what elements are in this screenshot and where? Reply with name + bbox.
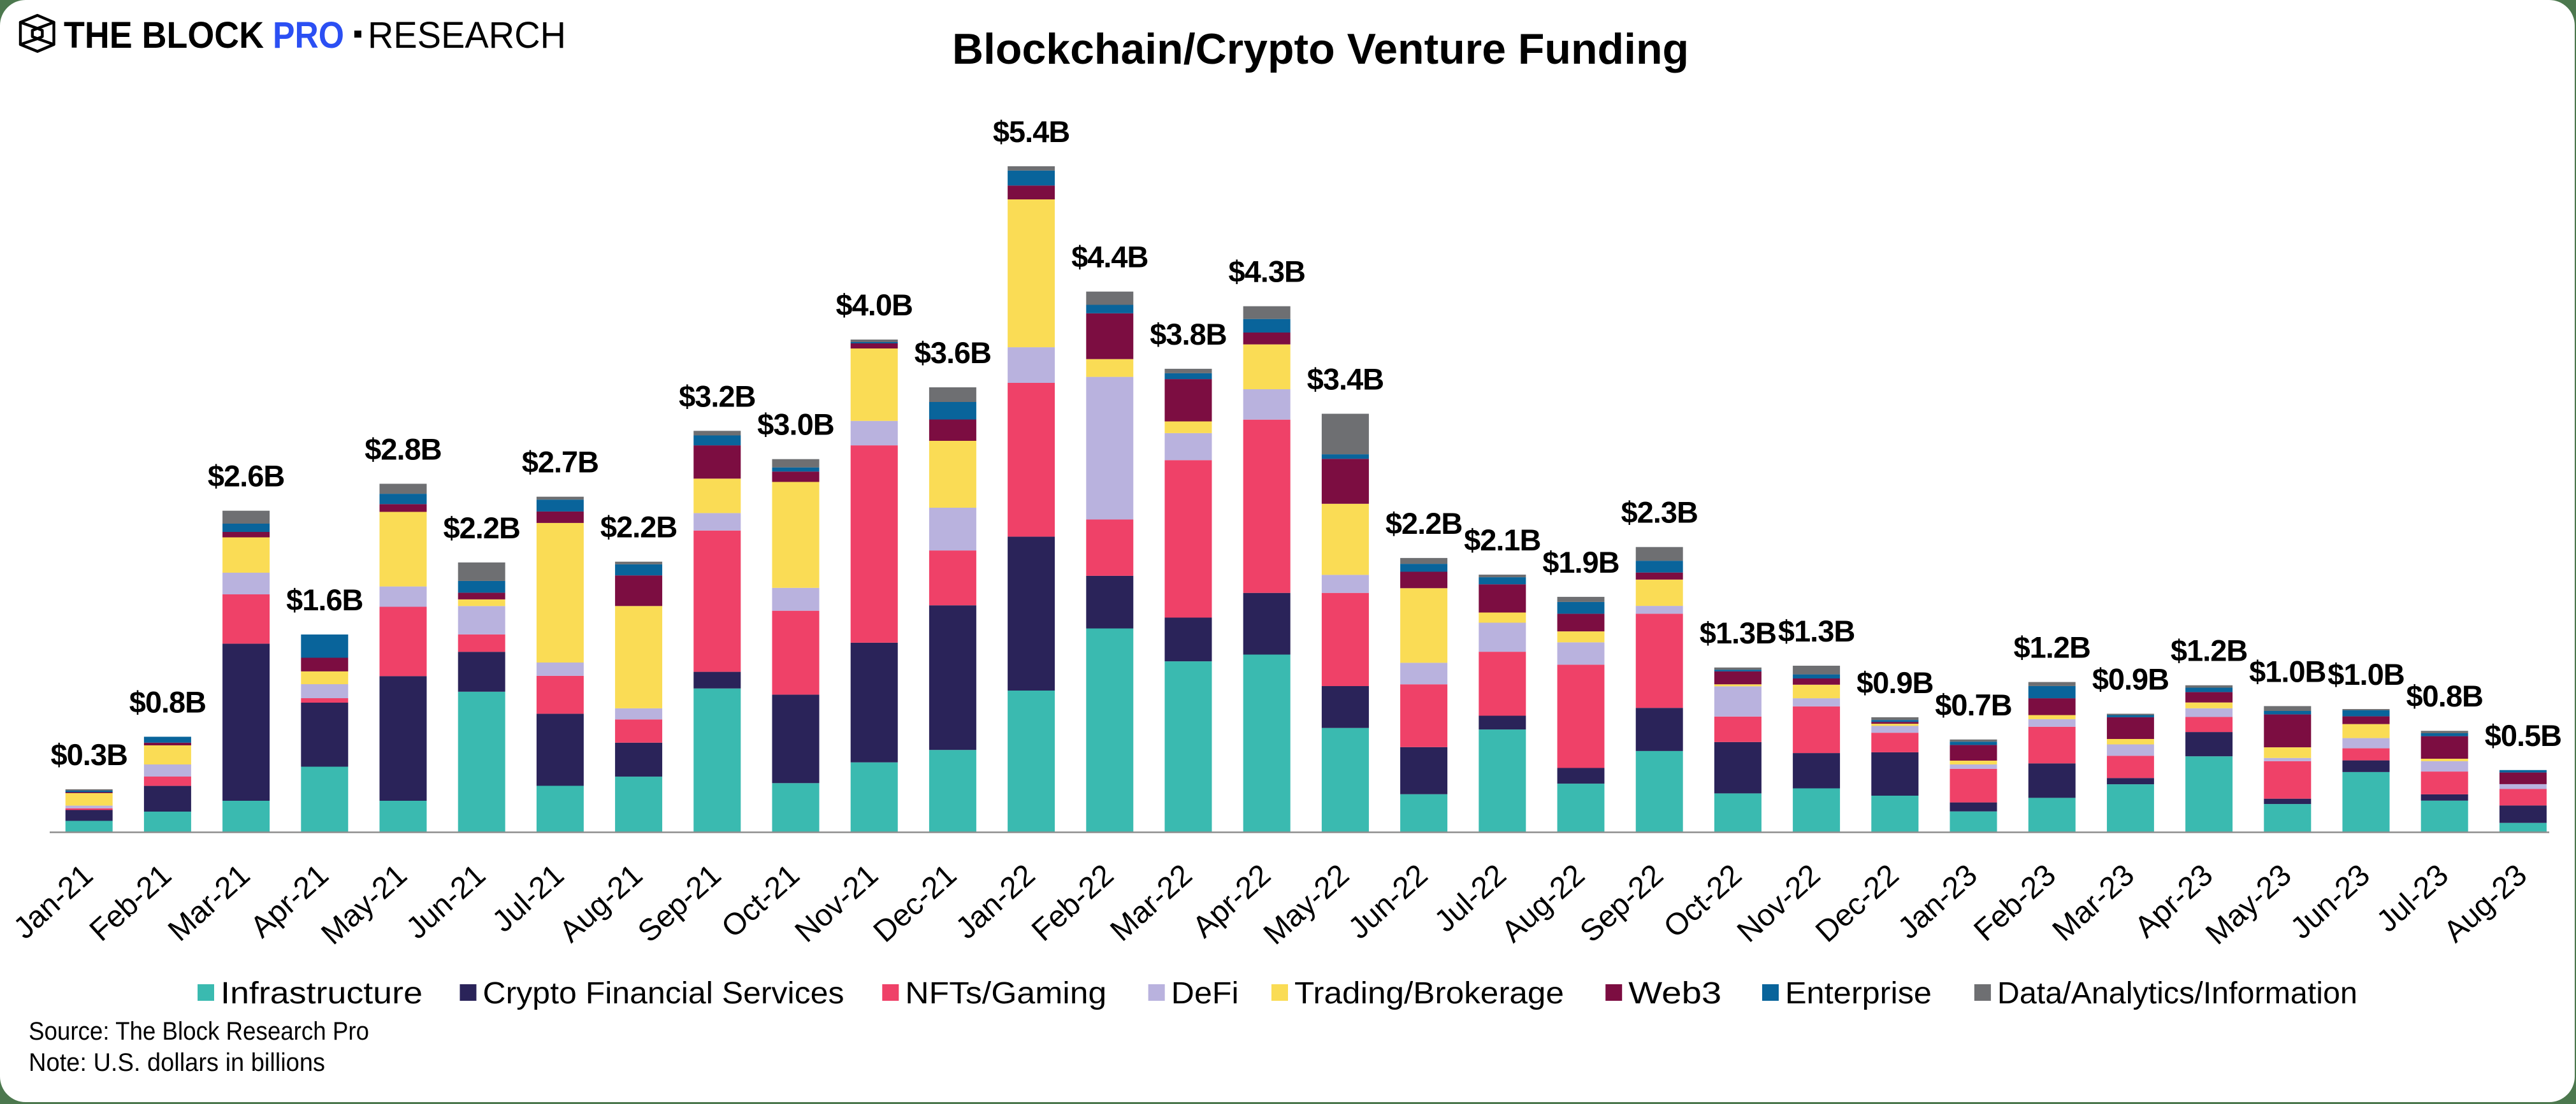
svg-text:$2.2B: $2.2B (1386, 506, 1462, 540)
svg-text:$2.1B: $2.1B (1464, 523, 1540, 557)
svg-text:$0.8B: $0.8B (2406, 679, 2482, 713)
svg-text:Data/Analytics/Information: Data/Analytics/Information (1997, 977, 2357, 1010)
svg-text:Web3: Web3 (1628, 977, 1721, 1010)
svg-text:$1.0B: $1.0B (2249, 654, 2326, 688)
svg-text:$2.2B: $2.2B (600, 510, 677, 544)
svg-text:$1.2B: $1.2B (2013, 631, 2090, 664)
svg-text:$1.9B: $1.9B (1542, 545, 1619, 579)
svg-text:RESEARCH: RESEARCH (368, 15, 566, 56)
svg-text:$4.0B: $4.0B (836, 288, 912, 322)
svg-text:Enterprise: Enterprise (1785, 977, 1932, 1010)
svg-text:$2.6B: $2.6B (208, 459, 284, 493)
svg-text:PRO: PRO (273, 15, 344, 56)
svg-text:$3.0B: $3.0B (757, 408, 834, 441)
svg-text:$3.6B: $3.6B (915, 336, 991, 369)
svg-text:Infrastructure: Infrastructure (221, 977, 423, 1010)
svg-text:NFTs/Gaming: NFTs/Gaming (905, 977, 1106, 1010)
svg-text:$4.4B: $4.4B (1071, 240, 1148, 274)
svg-text:Trading/Brokerage: Trading/Brokerage (1294, 977, 1564, 1010)
svg-text:Note: U.S. dollars in billions: Note: U.S. dollars in billions (29, 1049, 325, 1077)
svg-text:Crypto Financial Services: Crypto Financial Services (483, 977, 844, 1010)
svg-text:$1.0B: $1.0B (2327, 657, 2404, 691)
svg-text:$1.2B: $1.2B (2171, 634, 2247, 668)
svg-text:$0.9B: $0.9B (2092, 662, 2169, 696)
svg-text:$0.8B: $0.8B (129, 685, 206, 719)
svg-text:$1.3B: $1.3B (1778, 614, 1855, 648)
svg-text:$1.3B: $1.3B (1700, 616, 1776, 650)
svg-text:$1.6B: $1.6B (286, 583, 363, 617)
svg-text:$2.7B: $2.7B (522, 445, 598, 479)
svg-text:$0.3B: $0.3B (50, 738, 127, 771)
svg-text:THE BLOCK: THE BLOCK (64, 15, 264, 56)
svg-text:$0.5B: $0.5B (2485, 719, 2561, 752)
svg-text:$3.2B: $3.2B (679, 379, 755, 413)
svg-text:$2.8B: $2.8B (365, 432, 441, 466)
svg-text:$3.4B: $3.4B (1307, 362, 1384, 396)
svg-text:DeFi: DeFi (1171, 977, 1239, 1010)
svg-text:$3.8B: $3.8B (1150, 317, 1226, 351)
svg-text:$2.2B: $2.2B (443, 511, 519, 545)
svg-text:Source: The Block Research Pro: Source: The Block Research Pro (29, 1017, 369, 1045)
svg-text:$2.3B: $2.3B (1621, 496, 1697, 529)
svg-text:$4.3B: $4.3B (1228, 255, 1305, 289)
svg-text:$0.9B: $0.9B (1856, 666, 1933, 699)
svg-text:$0.7B: $0.7B (1935, 688, 2011, 722)
svg-text:$5.4B: $5.4B (993, 115, 1069, 148)
svg-text:Blockchain/Crypto Venture Fund: Blockchain/Crypto Venture Funding (952, 25, 1689, 73)
